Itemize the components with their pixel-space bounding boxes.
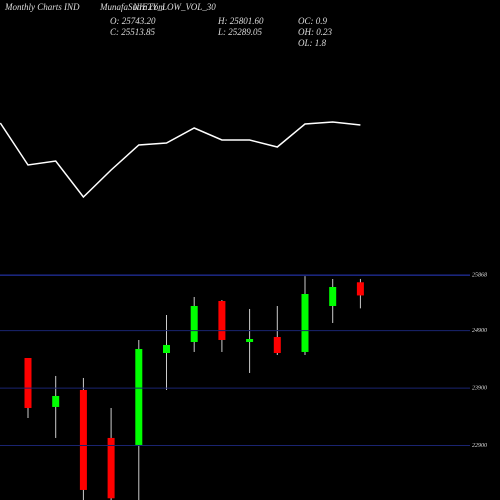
stat: C: 25513.85 [110, 27, 156, 37]
stat: H: 25801.60 [217, 16, 264, 26]
candle-body [79, 389, 87, 490]
title: Monthly Charts IND [4, 2, 80, 12]
y-tick-label: 25868 [472, 272, 487, 278]
line-series [0, 121, 361, 199]
candle-body [163, 344, 170, 354]
candle-body [24, 357, 32, 408]
y-tick-label: 24900 [472, 327, 487, 334]
stat: L: 25289.05 [217, 27, 263, 37]
candle-body [218, 301, 226, 340]
symbol: NIFTY_LOW_VOL_30 [132, 2, 216, 12]
y-tick-label: 23900 [472, 385, 487, 391]
candle-body [135, 348, 143, 445]
candle-body [301, 293, 309, 352]
candle-body [52, 395, 60, 407]
candle-body [273, 336, 281, 354]
site: MunafaSutra.com [99, 2, 165, 12]
candle-body [356, 282, 364, 296]
candle-body [190, 305, 198, 342]
price-panel [24, 276, 364, 500]
y-tick-label: 22900 [472, 443, 487, 449]
candle-body [107, 437, 115, 499]
candle-body [329, 286, 337, 306]
stat: OH: 0.23 [298, 27, 332, 37]
stat: O: 25743.20 [110, 16, 156, 26]
candle-body [246, 338, 254, 342]
stat: OC: 0.9 [298, 16, 327, 26]
stat: OL: 1.8 [298, 38, 327, 48]
